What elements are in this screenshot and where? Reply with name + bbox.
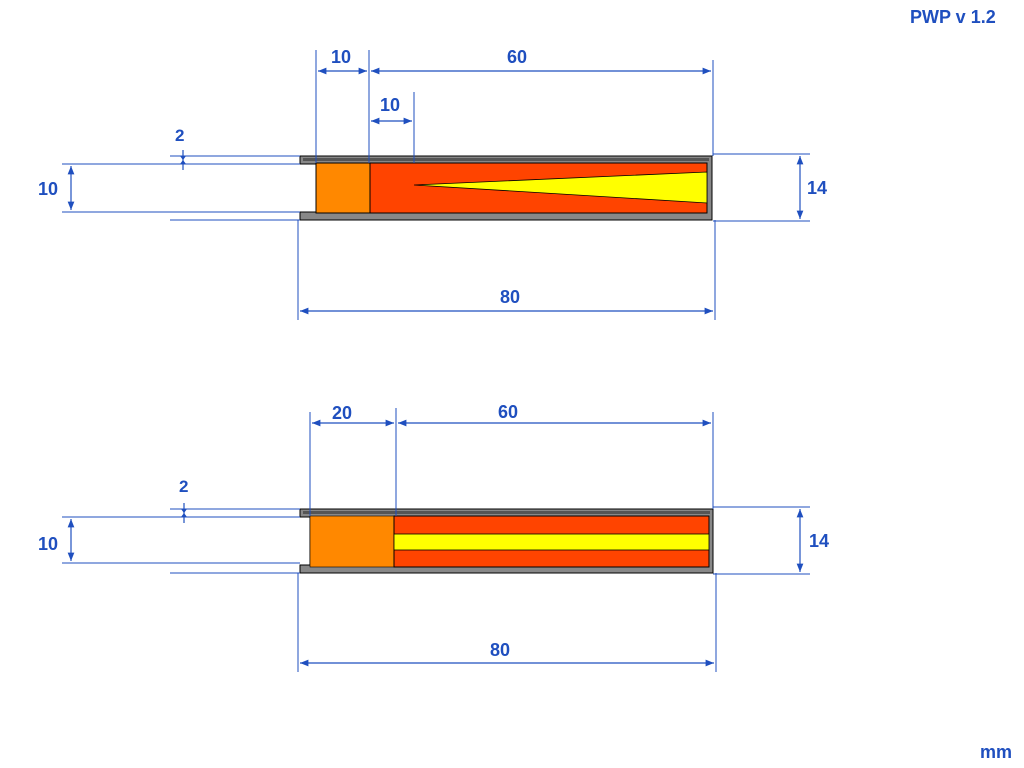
bottom-dim-plug: 20 bbox=[332, 403, 352, 423]
top-dim-plug: 10 bbox=[331, 47, 351, 67]
top-plug bbox=[315, 162, 371, 214]
bottom-straight-core bbox=[393, 533, 710, 551]
top-dim-grain: 60 bbox=[507, 47, 527, 67]
top-dim-wall: 2 bbox=[175, 126, 184, 145]
version-label: PWP v 1.2 bbox=[910, 7, 996, 27]
bottom-dim-od: 14 bbox=[809, 531, 829, 551]
top-tapered-core bbox=[413, 171, 708, 204]
bottom-dim-grain: 60 bbox=[498, 402, 518, 422]
unit-label: mm bbox=[980, 742, 1012, 762]
bottom-plug bbox=[309, 515, 395, 568]
top-dim-taper: 10 bbox=[380, 95, 400, 115]
top-dim-bore: 10 bbox=[38, 179, 58, 199]
top-dim-total: 80 bbox=[500, 287, 520, 307]
bottom-dim-wall: 2 bbox=[179, 477, 188, 496]
bottom-dim-bore: 10 bbox=[38, 534, 58, 554]
top-dim-od: 14 bbox=[807, 178, 827, 198]
top-motor-drawing: 10 60 10 2 10 14 80 bbox=[38, 47, 827, 320]
bottom-motor-drawing: 20 60 2 10 14 80 bbox=[38, 402, 829, 672]
bottom-dim-total: 80 bbox=[490, 640, 510, 660]
